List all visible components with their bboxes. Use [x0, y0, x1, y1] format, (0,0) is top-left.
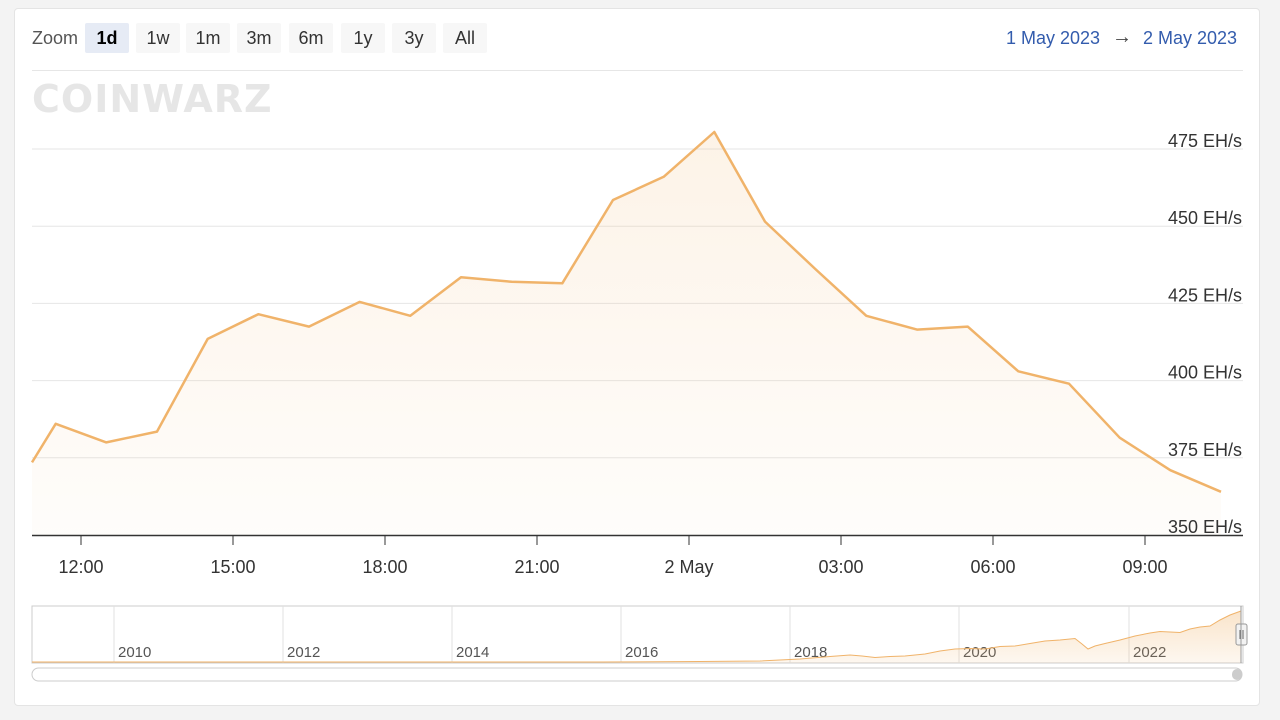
- toolbar-divider: [32, 70, 1243, 71]
- x-tick-label: 15:00: [210, 557, 255, 577]
- y-axis: 350 EH/s 375 EH/s 400 EH/s 425 EH/s 450 EH/s…: [1168, 131, 1242, 537]
- navigator-area: [32, 611, 1241, 663]
- watermark-logo: COINWARZ: [32, 77, 273, 121]
- zoom-button-1m[interactable]: 1m: [186, 23, 230, 53]
- y-tick-label: 400 EH/s: [1168, 363, 1242, 383]
- y-tick-label: 425 EH/s: [1168, 285, 1242, 305]
- series-line: [30, 130, 1222, 493]
- scrollbar[interactable]: [31, 667, 1243, 682]
- zoom-label: Zoom: [32, 28, 79, 48]
- series-area-fill: [32, 132, 1221, 535]
- y-tick-label: 375 EH/s: [1168, 440, 1242, 460]
- x-tick-label: 2 May: [664, 557, 713, 577]
- scrollbar-track[interactable]: [31, 667, 1243, 682]
- navigator-year-label: 2014: [456, 644, 489, 661]
- navigator-year-label: 2012: [287, 644, 320, 661]
- range-end-date[interactable]: 2 May 2023: [1143, 28, 1238, 48]
- coinwarz-logo-text: COINWARZ: [32, 77, 273, 121]
- y-tick-label: 450 EH/s: [1168, 208, 1242, 228]
- zoom-button-1y[interactable]: 1y: [341, 23, 385, 53]
- range-arrow: →: [1112, 26, 1132, 48]
- navigator[interactable]: 2010201220142016201820202022: [31, 605, 1248, 664]
- zoom-button-3m[interactable]: 3m: [237, 23, 281, 53]
- range-start-date[interactable]: 1 May 2023: [1006, 28, 1101, 48]
- x-axis: 12:00 15:00 18:00 21:00 2 May 03:00 06:00 09:00: [32, 534, 1243, 577]
- zoom-button-all[interactable]: All: [443, 23, 487, 53]
- y-tick-label: 475 EH/s: [1168, 131, 1242, 151]
- hashrate-series: [30, 130, 1222, 535]
- zoom-button-1w[interactable]: 1w: [136, 23, 180, 53]
- scrollbar-thumb[interactable]: [1232, 669, 1242, 680]
- navigator-year-label: 2010: [118, 644, 151, 661]
- zoom-button-6m[interactable]: 6m: [289, 23, 333, 53]
- navigator-year-label: 2018: [794, 644, 827, 661]
- zoom-button-1d[interactable]: 1d: [85, 23, 129, 53]
- y-tick-label: 350 EH/s: [1168, 517, 1242, 537]
- navigator-year-label: 2016: [625, 644, 658, 661]
- x-tick-label: 12:00: [58, 557, 103, 577]
- x-tick-label: 03:00: [818, 557, 863, 577]
- navigator-line: [32, 610, 1242, 663]
- x-tick-label: 09:00: [1122, 557, 1167, 577]
- zoom-button-3y[interactable]: 3y: [392, 23, 436, 53]
- x-tick-label: 21:00: [514, 557, 559, 577]
- x-tick-label: 06:00: [970, 557, 1015, 577]
- x-tick-label: 18:00: [362, 557, 407, 577]
